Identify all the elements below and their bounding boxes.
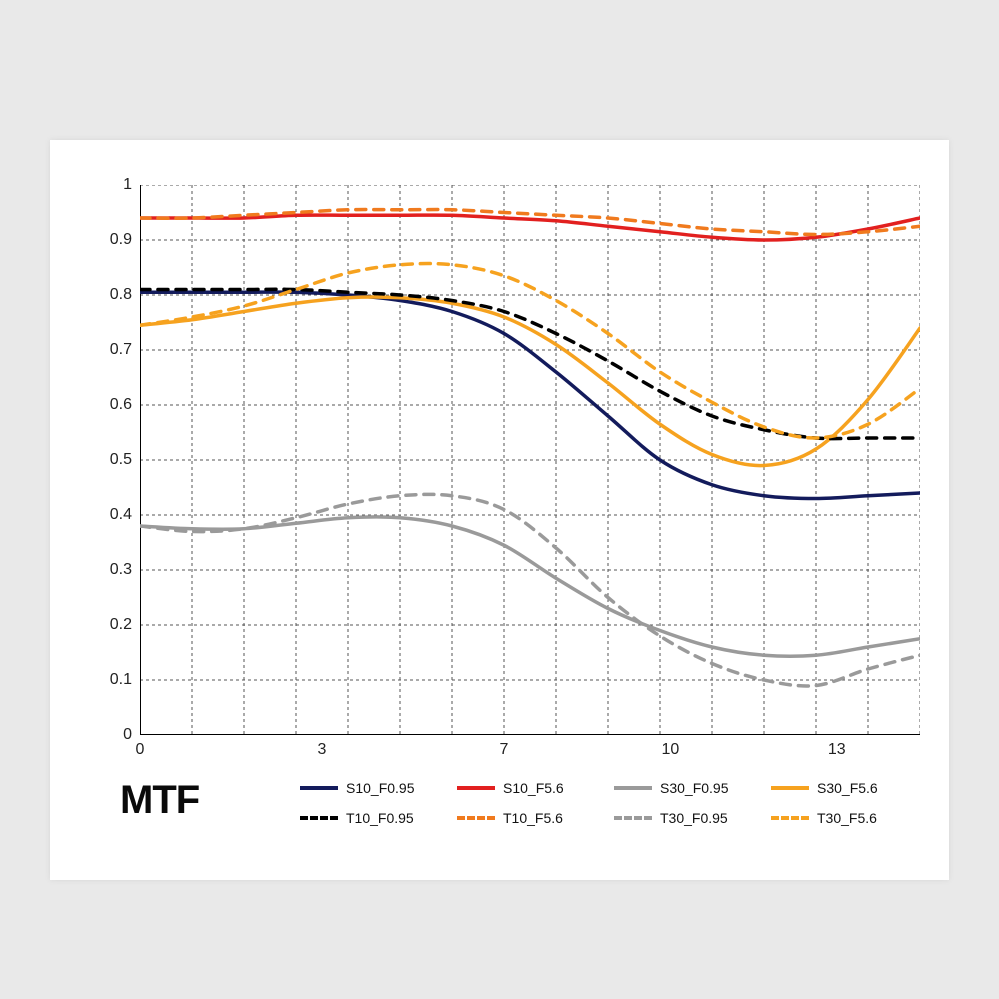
legend-item-S10_F5.6: S10_F5.6	[457, 780, 606, 796]
x-tick-label: 7	[500, 741, 509, 759]
y-tick-label: 0	[123, 726, 132, 744]
legend-item-T30_F0.95: T30_F0.95	[614, 810, 763, 826]
legend-swatch	[614, 786, 652, 790]
legend-item-T10_F5.6: T10_F5.6	[457, 810, 606, 826]
legend-item-T10_F0.95: T10_F0.95	[300, 810, 449, 826]
y-tick-label: 0.2	[110, 616, 132, 634]
chart-card: 00.10.20.30.40.50.60.70.80.910371013 MTF…	[50, 140, 949, 880]
x-tick-label: 0	[136, 741, 145, 759]
legend-label: T10_F0.95	[346, 810, 414, 826]
legend-item-T30_F5.6: T30_F5.6	[771, 810, 920, 826]
legend-label: T10_F5.6	[503, 810, 563, 826]
y-tick-label: 0.9	[110, 231, 132, 249]
y-tick-label: 0.1	[110, 671, 132, 689]
y-tick-label: 0.5	[110, 451, 132, 469]
chart-title: MTF	[120, 778, 199, 823]
series-S10_F5.6	[140, 215, 920, 240]
legend-swatch	[300, 786, 338, 790]
legend-swatch	[771, 786, 809, 790]
legend-label: T30_F5.6	[817, 810, 877, 826]
y-tick-label: 0.6	[110, 396, 132, 414]
y-tick-label: 0.7	[110, 341, 132, 359]
legend-swatch	[457, 816, 495, 820]
legend-label: S10_F0.95	[346, 780, 415, 796]
series-T10_F5.6	[140, 210, 920, 235]
x-tick-label: 10	[661, 741, 679, 759]
legend-label: S10_F5.6	[503, 780, 564, 796]
chart-svg	[140, 185, 920, 735]
y-tick-label: 0.4	[110, 506, 132, 524]
legend: S10_F0.95 S10_F5.6 S30_F0.95 S30_F5.6 T10_F0…	[300, 780, 920, 826]
legend-item-S10_F0.95: S10_F0.95	[300, 780, 449, 796]
legend-swatch	[457, 786, 495, 790]
legend-swatch	[771, 816, 809, 820]
legend-item-S30_F0.95: S30_F0.95	[614, 780, 763, 796]
series-S30_F0.95	[140, 517, 920, 656]
series-T10_F0.95	[140, 289, 920, 438]
y-tick-label: 1	[123, 176, 132, 194]
series-S10_F0.95	[140, 292, 920, 498]
legend-label: S30_F5.6	[817, 780, 878, 796]
legend-label: T30_F0.95	[660, 810, 728, 826]
y-tick-label: 0.8	[110, 286, 132, 304]
x-tick-label: 13	[828, 741, 846, 759]
legend-swatch	[300, 816, 338, 820]
legend-item-S30_F5.6: S30_F5.6	[771, 780, 920, 796]
y-tick-label: 0.3	[110, 561, 132, 579]
x-tick-label: 3	[318, 741, 327, 759]
legend-swatch	[614, 816, 652, 820]
legend-label: S30_F0.95	[660, 780, 729, 796]
series-S30_F5.6	[140, 297, 920, 466]
mtf-chart: 00.10.20.30.40.50.60.70.80.910371013	[140, 185, 920, 735]
